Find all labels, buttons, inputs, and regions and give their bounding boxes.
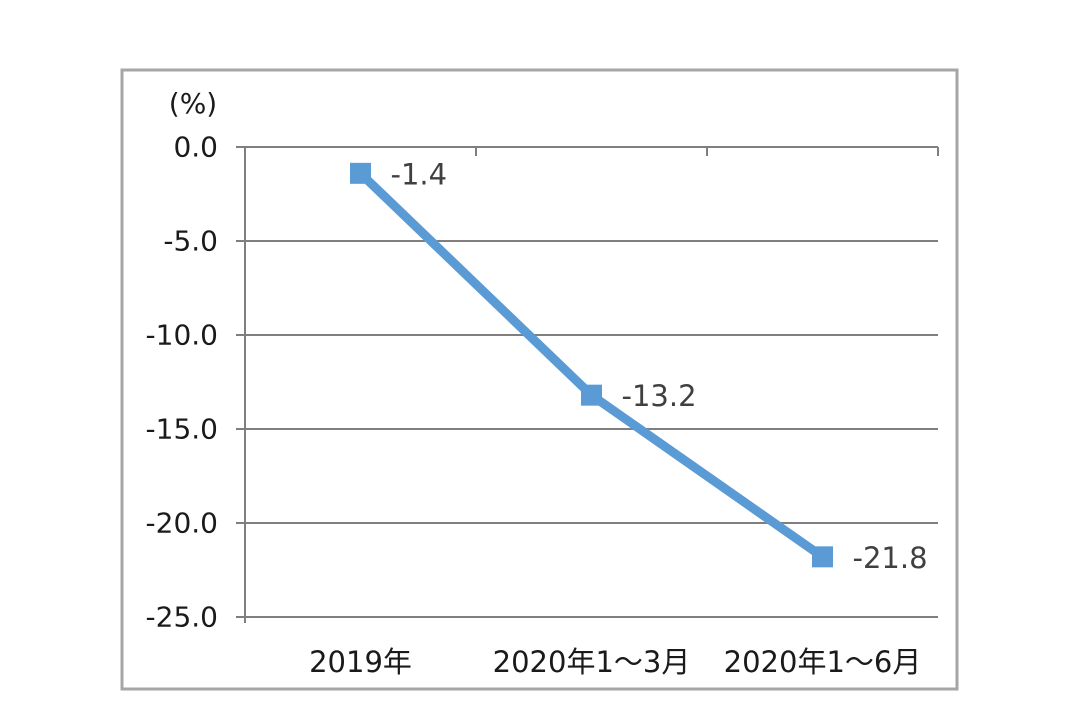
data-point-label: -13.2 bbox=[622, 379, 697, 413]
x-category-label: 2020年1～3月 bbox=[493, 645, 691, 679]
data-point-marker bbox=[581, 384, 602, 406]
data-point-marker bbox=[812, 546, 833, 568]
chart-frame bbox=[120, 68, 959, 691]
y-tick-label: -20.0 bbox=[146, 507, 218, 540]
data-point-marker bbox=[350, 162, 371, 184]
y-tick-label: -25.0 bbox=[146, 601, 218, 634]
y-tick-label: -10.0 bbox=[146, 319, 218, 352]
x-category-label: 2019年 bbox=[309, 645, 412, 679]
data-point-label: -21.8 bbox=[853, 541, 928, 575]
x-category-label: 2020年1～6月 bbox=[724, 645, 922, 679]
y-axis-unit-label: (%) bbox=[169, 87, 217, 120]
data-point-label: -1.4 bbox=[391, 157, 448, 191]
y-tick-label: 0.0 bbox=[173, 131, 218, 164]
y-tick-label: -15.0 bbox=[146, 413, 218, 446]
y-tick-label: -5.0 bbox=[163, 225, 218, 258]
